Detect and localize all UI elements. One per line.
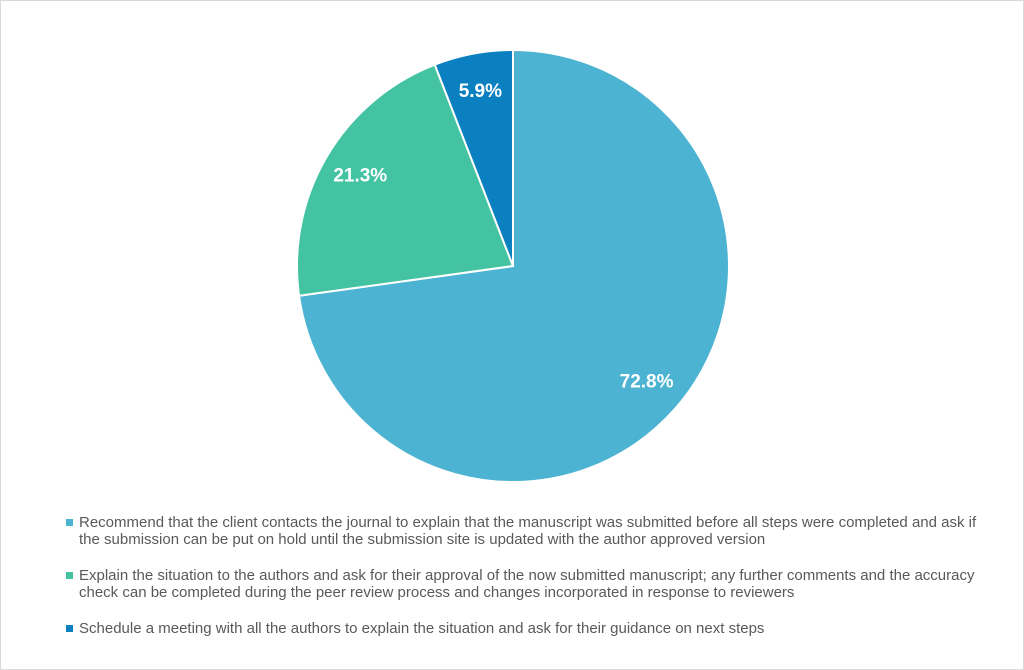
- legend-text: Schedule a meeting with all the authors …: [79, 620, 765, 637]
- legend-swatch: [66, 519, 73, 526]
- legend-item: Recommend that the client contacts the j…: [63, 514, 988, 548]
- pie-area: 72.8% 21.3% 5.9%: [296, 48, 730, 483]
- pie-slice: [296, 63, 515, 297]
- legend-item: Explain the situation to the authors and…: [63, 567, 988, 601]
- data-label: 72.8%: [620, 371, 674, 392]
- legend-swatch: [66, 572, 73, 579]
- legend-swatch: [66, 625, 73, 632]
- legend-text: Recommend that the client contacts the j…: [79, 514, 977, 548]
- data-label: 21.3%: [333, 165, 387, 186]
- legend: Recommend that the client contacts the j…: [63, 514, 988, 656]
- legend-item: Schedule a meeting with all the authors …: [63, 620, 988, 637]
- data-label: 5.9%: [459, 81, 502, 102]
- pie-slice: [433, 48, 514, 267]
- legend-text: Explain the situation to the authors and…: [79, 567, 975, 601]
